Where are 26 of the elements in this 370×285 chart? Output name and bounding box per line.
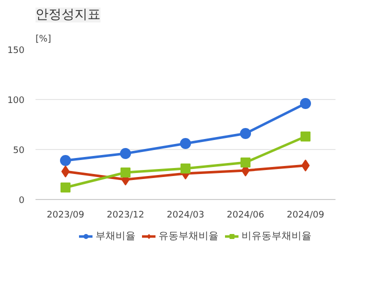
y-tick-label: 50 <box>13 146 25 156</box>
point <box>180 138 191 149</box>
chart-title: 안정성지표 <box>36 8 100 22</box>
point <box>60 155 71 166</box>
x-tick-label: 2024/06 <box>226 210 264 220</box>
x-tick-label: 2024/09 <box>286 210 324 220</box>
x-tick-label: 2023/09 <box>46 210 84 220</box>
legend-label: 부채비율 <box>96 230 136 243</box>
y-axis-title: [%] <box>36 34 52 44</box>
point <box>120 148 131 159</box>
y-tick-label: 150 <box>7 46 25 56</box>
point <box>180 164 190 174</box>
point <box>120 168 130 178</box>
point <box>240 158 250 168</box>
legend-label: 비유동부채비율 <box>242 230 312 243</box>
legend-label: 유동부채비율 <box>158 230 218 243</box>
point <box>240 128 251 139</box>
x-tick-label: 2024/03 <box>166 210 204 220</box>
point <box>300 132 310 142</box>
point <box>300 98 311 109</box>
x-tick-label: 2023/12 <box>106 210 144 220</box>
point <box>60 182 70 192</box>
y-tick-label: 100 <box>7 96 25 106</box>
point <box>301 160 310 172</box>
point <box>61 166 70 178</box>
y-tick-label: 0 <box>18 196 25 206</box>
